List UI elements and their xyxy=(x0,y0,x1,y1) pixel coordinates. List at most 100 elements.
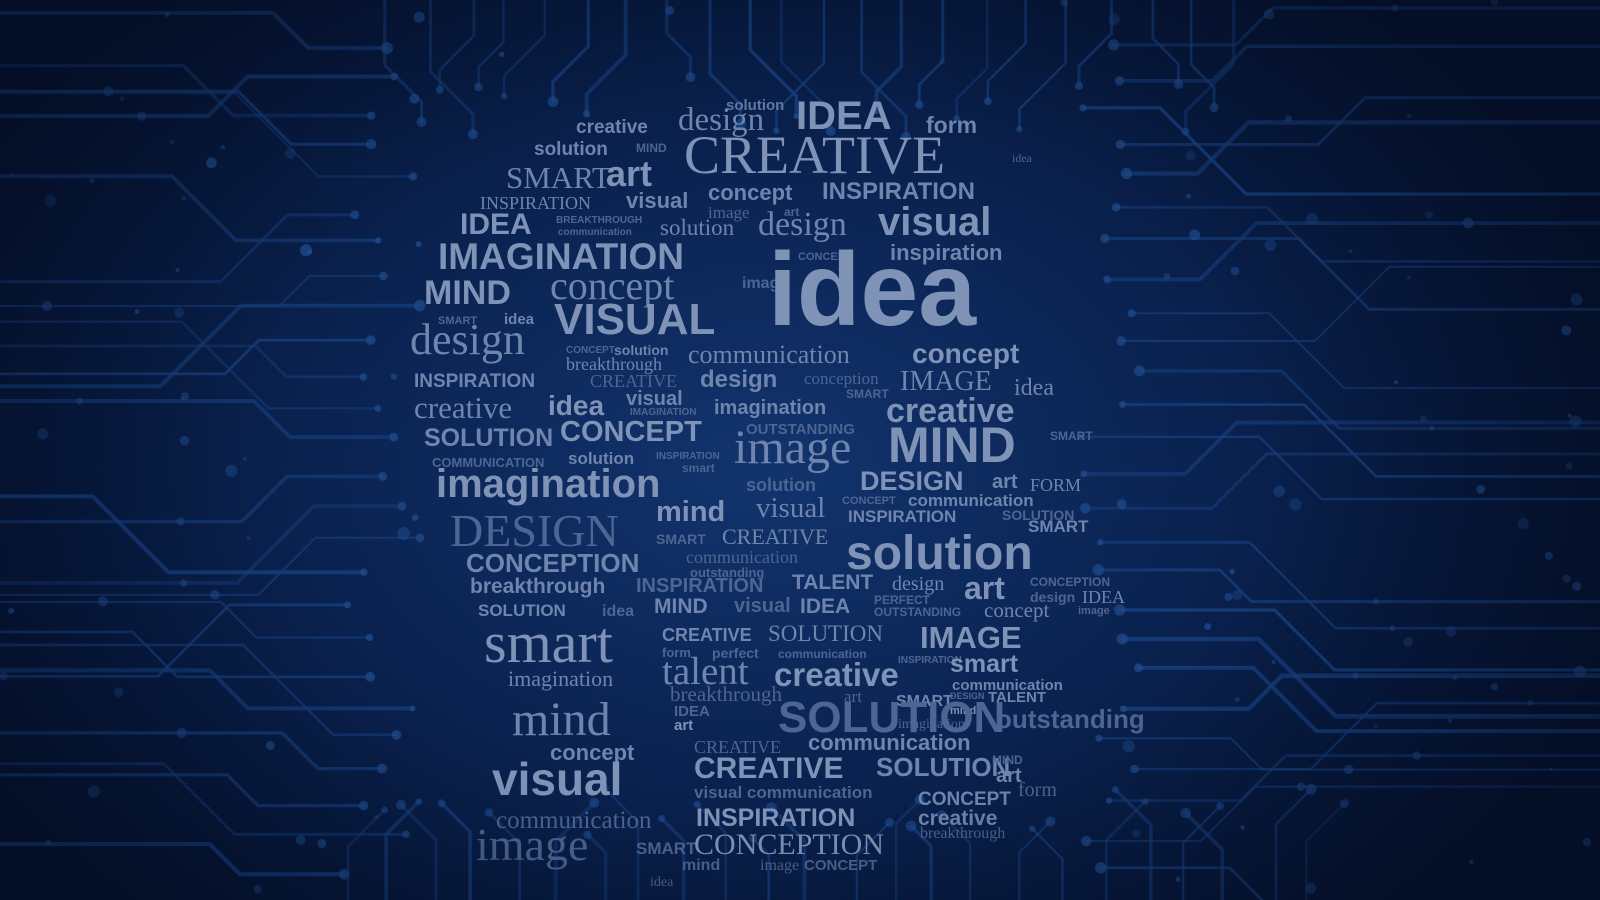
circuit-pad xyxy=(658,814,666,823)
circuit-pad xyxy=(391,729,402,740)
circuit-pad xyxy=(599,783,609,793)
circuit-trace xyxy=(487,811,521,900)
circuit-pad xyxy=(367,111,376,120)
circuit-pad xyxy=(1306,213,1319,226)
circuit-pad xyxy=(164,11,170,17)
circuit-trace xyxy=(1112,6,1600,47)
circuit-pad xyxy=(415,241,422,248)
circuit-pad xyxy=(1163,272,1171,280)
circuit-pad xyxy=(1114,604,1126,616)
circuit-pad xyxy=(1141,798,1149,805)
circuit-pad xyxy=(1081,835,1092,847)
circuit-trace xyxy=(1305,802,1346,900)
circuit-pad xyxy=(175,268,180,273)
circuit-pad xyxy=(685,72,696,83)
circuit-pad xyxy=(75,397,84,405)
circuit-trace xyxy=(1121,673,1600,712)
circuit-pad xyxy=(137,111,147,121)
circuit-pad xyxy=(45,840,52,846)
circuit-pad xyxy=(180,391,190,401)
circuit-pad xyxy=(583,830,592,839)
circuit-pad xyxy=(1549,767,1553,771)
circuit-trace xyxy=(1137,369,1600,430)
circuit-pad xyxy=(1490,0,1499,6)
circuit-trace xyxy=(1030,827,1064,900)
circuit-pad xyxy=(1108,39,1120,51)
circuit-pad xyxy=(1567,413,1572,418)
circuit-trace xyxy=(986,0,1027,103)
circuit-pad xyxy=(360,568,368,576)
circuit-trace xyxy=(399,803,438,900)
circuit-trace xyxy=(1080,435,1600,501)
circuit-pad xyxy=(825,126,836,137)
circuit-pad xyxy=(1115,139,1125,150)
circuit-pad xyxy=(220,144,226,150)
circuit-pad xyxy=(1445,626,1457,637)
circuit-trace xyxy=(1274,788,1313,900)
circuit-pad xyxy=(365,335,376,345)
circuit-pad xyxy=(1189,229,1201,241)
circuit-trace xyxy=(1183,811,1225,900)
circuit-trace xyxy=(909,824,933,900)
circuit-pad xyxy=(1391,4,1399,12)
circuit-trace xyxy=(439,801,472,900)
circuit-trace xyxy=(1097,737,1600,771)
circuit-pad xyxy=(1180,807,1191,819)
circuit-pad xyxy=(1561,325,1572,336)
circuit-pad xyxy=(583,110,591,118)
circuit-pad xyxy=(1100,233,1110,243)
circuit-pad xyxy=(344,601,352,609)
circuit-pad xyxy=(1429,425,1435,431)
circuit-trace xyxy=(1118,608,1600,672)
circuit-trace xyxy=(940,813,972,900)
circuit-pad xyxy=(9,172,14,177)
circuit-trace xyxy=(751,837,770,900)
circuit-pad xyxy=(693,800,701,808)
circuit-pad xyxy=(1119,705,1127,713)
circuit-pad xyxy=(1116,336,1126,346)
circuit-pad xyxy=(1462,217,1474,229)
circuit-trace xyxy=(1105,221,1600,282)
circuit-trace xyxy=(1151,0,1180,86)
circuit-trace xyxy=(659,816,686,900)
circuit-trace xyxy=(0,842,347,877)
circuit-trace xyxy=(955,0,989,120)
circuit-pad xyxy=(1134,365,1145,377)
circuit-pad xyxy=(179,435,190,446)
circuit-trace xyxy=(0,344,365,379)
circuit-pad xyxy=(1120,167,1133,180)
circuit-trace xyxy=(665,0,693,79)
circuit-pad xyxy=(253,885,262,894)
circuit-trace xyxy=(695,803,727,900)
circuit-pad xyxy=(1074,81,1084,91)
circuit-pad xyxy=(317,838,327,848)
circuit-pad xyxy=(1263,9,1275,20)
circuit-pad xyxy=(381,806,389,814)
circuit-pad xyxy=(395,799,407,810)
circuit-pad xyxy=(1264,239,1277,251)
circuit-trace xyxy=(0,536,422,596)
circuit-pad xyxy=(1232,589,1243,600)
circuit-pad xyxy=(1406,275,1411,280)
circuit-trace xyxy=(346,808,386,900)
circuit-pad xyxy=(437,799,446,808)
circuit-trace xyxy=(860,0,908,138)
circuit-pad xyxy=(176,517,185,526)
circuit-pad xyxy=(365,671,376,682)
circuit-pad xyxy=(1116,499,1127,509)
circuit-pad xyxy=(474,82,483,92)
circuit-pad xyxy=(665,5,675,15)
circuit-trace xyxy=(428,0,475,136)
circuit-trace xyxy=(0,10,389,50)
circuit-trace xyxy=(551,0,590,104)
circuit-pad xyxy=(411,514,419,521)
circuit-trace xyxy=(769,805,807,900)
circuit-trace xyxy=(1103,237,1600,311)
circuit-trace xyxy=(0,91,415,178)
circuit-pad xyxy=(87,785,101,798)
circuit-pad xyxy=(1562,574,1571,583)
circuit-pad xyxy=(119,95,125,102)
circuit-trace xyxy=(1083,452,1600,510)
circuit-trace xyxy=(0,74,397,119)
circuit-trace xyxy=(874,0,904,114)
